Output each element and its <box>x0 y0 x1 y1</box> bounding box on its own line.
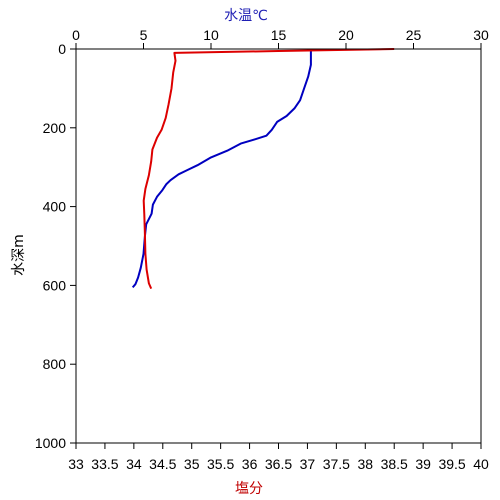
depth-tick-label: 800 <box>43 356 67 372</box>
salinity-tick-label: 33 <box>68 456 84 472</box>
salinity-tick-label: 33.5 <box>91 456 118 472</box>
salinity-tick-label: 40 <box>473 456 489 472</box>
depth-tick-label: 200 <box>43 120 67 136</box>
salinity-tick-label: 39 <box>415 456 431 472</box>
temperature-axis-title: 水温℃ <box>224 8 268 24</box>
depth-tick-label: 400 <box>43 199 67 215</box>
salinity-tick-label: 36.5 <box>265 456 292 472</box>
temperature-tick-label: 25 <box>406 27 422 43</box>
temperature-tick-label: 30 <box>473 27 489 43</box>
salinity-tick-label: 38.5 <box>381 456 408 472</box>
temperature-tick-label: 5 <box>140 27 148 43</box>
salinity-tick-label: 37.5 <box>323 456 350 472</box>
temperature-tick-label: 0 <box>72 27 80 43</box>
salinity-tick-label: 36 <box>242 456 258 472</box>
salinity-tick-label: 35.5 <box>207 456 234 472</box>
salinity-tick-label: 39.5 <box>438 456 465 472</box>
depth-axis-ticks: 0 200 400 600 800 1000 <box>35 41 76 451</box>
salinity-axis-title: 塩分 <box>235 481 263 497</box>
salinity-profile-line <box>142 48 395 290</box>
temperature-tick-label: 20 <box>338 27 354 43</box>
series-layer <box>131 48 395 290</box>
temperature-tick-label: 10 <box>203 27 219 43</box>
salinity-tick-label: 34 <box>126 456 142 472</box>
depth-tick-label: 600 <box>43 277 67 293</box>
depth-tick-label: 1000 <box>35 435 66 451</box>
temperature-axis-ticks: 0 5 10 15 20 25 30 <box>72 27 489 49</box>
depth-tick-label: 0 <box>58 41 66 57</box>
depth-axis-title: 水深m <box>11 234 27 276</box>
temperature-tick-label: 15 <box>271 27 287 43</box>
salinity-tick-label: 34.5 <box>149 456 176 472</box>
salinity-tick-label: 35 <box>184 456 200 472</box>
salinity-axis-ticks: 33 33.5 34 34.5 35 35.5 36 36.5 37 37.5 38 38.5 39 39… <box>68 443 489 472</box>
salinity-tick-label: 37 <box>300 456 316 472</box>
salinity-tick-label: 38 <box>357 456 373 472</box>
